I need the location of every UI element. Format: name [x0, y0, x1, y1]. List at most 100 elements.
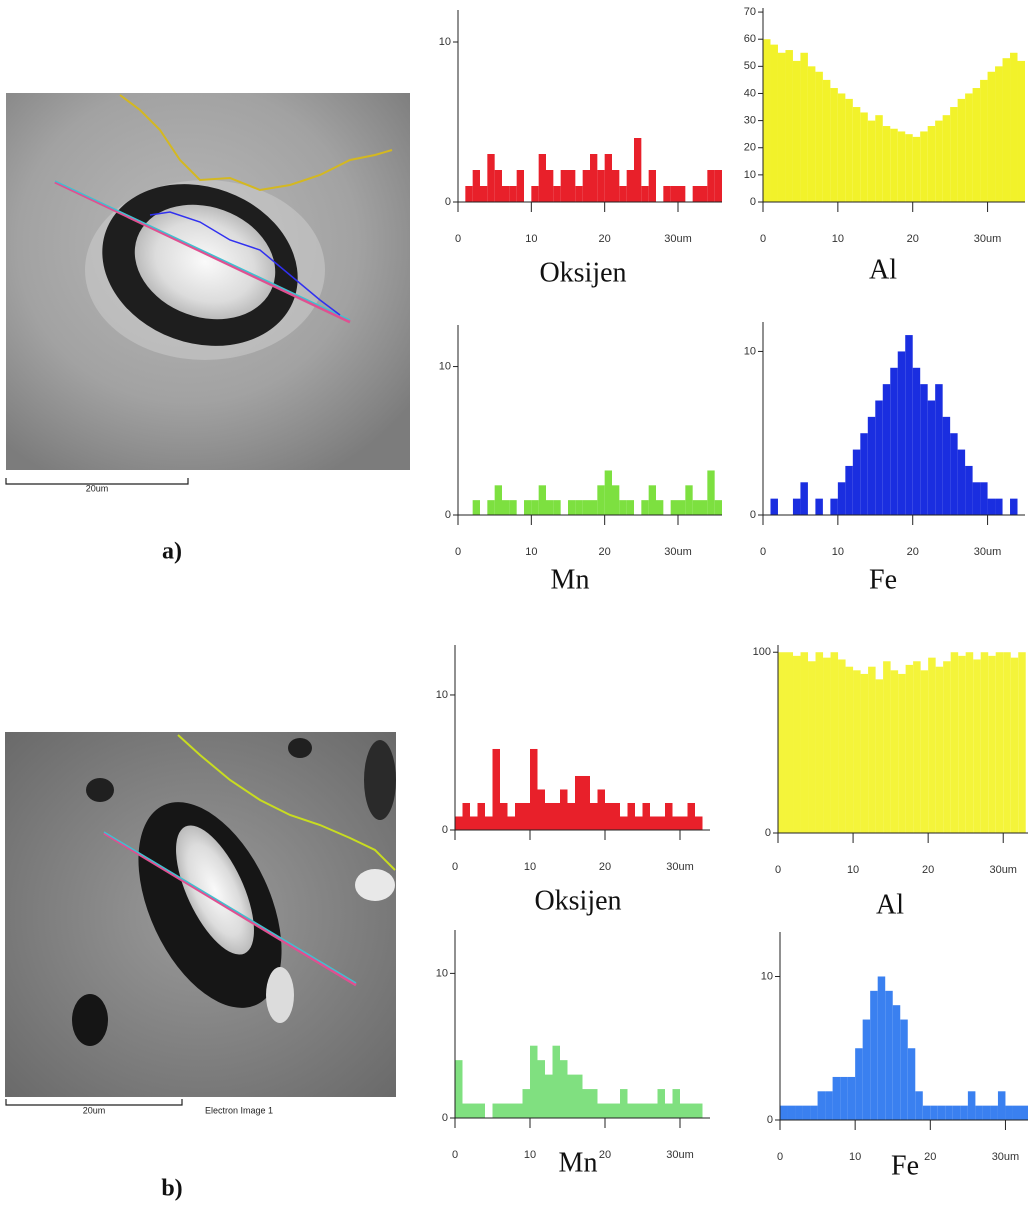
bar	[522, 802, 530, 830]
bar	[687, 802, 695, 830]
bar	[815, 498, 823, 515]
bar	[810, 1105, 818, 1120]
bar	[975, 1105, 983, 1120]
bar	[575, 186, 583, 202]
bar	[472, 170, 480, 202]
bar	[568, 500, 576, 515]
bar	[965, 465, 973, 515]
bar	[867, 120, 876, 202]
bar	[920, 131, 928, 202]
bar	[922, 1105, 931, 1120]
bar	[590, 802, 598, 830]
bar	[942, 416, 951, 515]
y-tick-label: 0	[442, 1112, 448, 1124]
bar	[516, 170, 524, 202]
bar	[882, 126, 891, 202]
bar	[515, 1103, 523, 1118]
bar	[597, 170, 605, 202]
bar	[657, 816, 665, 830]
bar	[507, 1103, 515, 1118]
bar	[620, 816, 628, 830]
bar	[553, 186, 561, 202]
bar	[862, 1019, 871, 1120]
x-tick-label: 10	[847, 864, 859, 876]
bar	[840, 1076, 848, 1120]
bar	[455, 1060, 463, 1118]
bar	[665, 1103, 673, 1118]
bar	[500, 1103, 508, 1118]
bar	[470, 816, 478, 830]
bar	[802, 1105, 811, 1120]
chart: 0 10 20 30 40 50 60 70 0 10 20 30um Al	[744, 6, 1025, 285]
bar	[988, 655, 996, 833]
bar	[950, 107, 958, 202]
bar	[870, 990, 878, 1120]
bar	[957, 98, 966, 202]
bar	[890, 128, 898, 202]
chart-title: Fe	[869, 564, 897, 595]
sem-image-a	[5, 93, 410, 485]
bar	[915, 1091, 923, 1120]
bar	[1012, 1105, 1021, 1120]
bar	[537, 1060, 545, 1118]
x-tick-label: 0	[775, 864, 781, 876]
bar	[1002, 58, 1011, 203]
bar	[1010, 657, 1019, 833]
bar	[890, 670, 899, 833]
bar	[670, 500, 678, 515]
bar	[785, 50, 793, 203]
bar	[678, 186, 686, 202]
bar	[657, 1089, 665, 1118]
bar	[830, 88, 838, 202]
bar	[472, 500, 480, 515]
bar	[707, 170, 715, 202]
bar	[778, 652, 786, 833]
bar	[612, 485, 620, 515]
bar	[494, 485, 502, 515]
bar	[627, 1103, 635, 1118]
bar	[935, 120, 943, 202]
bar	[965, 93, 973, 202]
bar	[604, 470, 612, 515]
bar	[560, 1060, 568, 1118]
y-tick-label: 0	[765, 827, 771, 839]
bar	[920, 670, 929, 833]
bar	[634, 138, 642, 202]
y-tick-label: 10	[439, 36, 451, 48]
x-tick-label: 30um	[974, 233, 1002, 245]
bar	[780, 1105, 788, 1120]
bar	[847, 1076, 856, 1120]
bar	[890, 367, 898, 515]
bar	[883, 661, 891, 833]
x-tick-label: 0	[452, 1149, 458, 1161]
bar	[787, 1105, 796, 1120]
x-tick-label: 10	[832, 233, 844, 245]
y-tick-label: 50	[744, 60, 756, 72]
bar	[1020, 1105, 1028, 1120]
y-tick-label: 20	[744, 142, 756, 154]
x-tick-label: 30um	[666, 1149, 694, 1161]
bar	[817, 1091, 826, 1120]
bar	[678, 500, 686, 515]
x-tick-label: 20	[924, 1151, 936, 1163]
bar	[800, 652, 809, 833]
bar	[530, 748, 538, 830]
y-tick-label: 0	[445, 196, 451, 208]
bar	[877, 976, 886, 1120]
chart: 0 10 0 10 20 30um Mn	[436, 930, 710, 1178]
bar	[837, 482, 846, 515]
bar	[905, 664, 914, 833]
bar	[470, 1103, 478, 1118]
bar	[626, 170, 634, 202]
bar	[714, 500, 722, 515]
bar	[898, 673, 906, 833]
bar	[605, 802, 613, 830]
bar	[538, 485, 546, 515]
chart: 0 10 0 10 20 30um Mn	[439, 325, 722, 595]
bar	[987, 71, 996, 202]
x-tick-label: 20	[599, 546, 611, 558]
scale-bar-label: 20um	[83, 1105, 106, 1115]
bar	[995, 652, 1004, 833]
bar	[494, 170, 502, 202]
bar	[619, 186, 627, 202]
